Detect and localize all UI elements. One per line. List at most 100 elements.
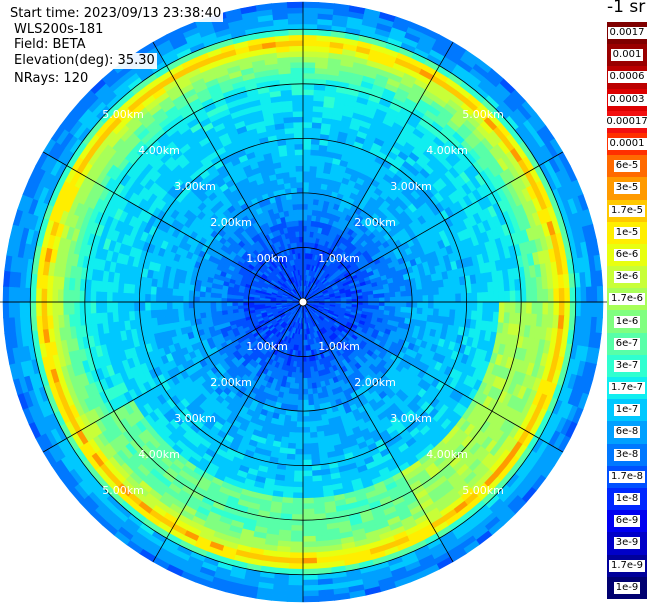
heatmap-cell <box>378 293 386 299</box>
heatmap-cell <box>580 301 587 318</box>
heatmap-cell <box>302 432 311 439</box>
heatmap-cell <box>302 127 313 134</box>
heatmap-cell <box>384 297 391 303</box>
heatmap-cell <box>509 290 517 303</box>
heatmap-cell <box>536 289 544 303</box>
heatmap-cell <box>51 288 59 303</box>
heatmap-cell <box>433 301 440 310</box>
heatmap-cell <box>188 295 195 303</box>
heatmap-cell <box>466 301 473 312</box>
heatmap-cell <box>388 287 396 294</box>
heatmap-cell <box>416 307 424 315</box>
heatmap-cell <box>394 291 402 298</box>
heatmap-cell <box>290 535 304 543</box>
heatmap-cell <box>306 366 311 374</box>
heatmap-cell <box>289 552 304 559</box>
heatmap-cell <box>286 595 304 603</box>
heatmap-cell <box>460 301 467 311</box>
heatmap-cell <box>79 301 86 315</box>
heatmap-cell <box>292 481 304 488</box>
heatmap-cell <box>422 307 429 316</box>
heatmap-cell <box>291 508 304 516</box>
heatmap-cell <box>389 296 397 303</box>
heatmap-cell <box>585 301 593 318</box>
heatmap-cell <box>40 287 48 303</box>
heatmap-cell <box>128 301 135 312</box>
heatmap-cell <box>312 398 320 406</box>
heatmap-cell <box>417 301 424 309</box>
heatmap-cell <box>177 295 184 303</box>
heatmap-cell <box>46 288 53 303</box>
heatmap-cell <box>542 288 549 303</box>
heatmap-cell <box>302 34 318 41</box>
heatmap-cell <box>378 301 386 307</box>
heatmap-cell <box>302 208 309 216</box>
heatmap-cell <box>231 297 238 303</box>
heatmap-cell <box>310 442 319 450</box>
heatmap-cell <box>302 394 309 401</box>
heatmap-cell <box>399 285 407 293</box>
heatmap-cell <box>438 294 446 303</box>
heatmap-cell <box>373 301 380 307</box>
heatmap-cell <box>144 293 151 303</box>
heatmap-cell <box>294 443 304 450</box>
heatmap-cell <box>302 519 316 526</box>
heatmap-cell <box>531 289 538 303</box>
heatmap-cell <box>306 383 313 390</box>
heatmap-cell <box>547 301 555 316</box>
heatmap-cell <box>406 295 413 303</box>
heatmap-cell <box>564 301 571 317</box>
heatmap-cell <box>493 301 500 313</box>
heatmap-cell <box>411 289 418 297</box>
heatmap-cell <box>295 432 304 439</box>
heatmap-cell <box>449 301 457 311</box>
heatmap-cell <box>569 287 577 303</box>
heatmap-cell <box>596 301 604 319</box>
heatmap-cell <box>302 94 315 101</box>
heatmap-cell <box>231 301 238 307</box>
heatmap-cell <box>389 301 397 308</box>
heatmap-cell <box>220 301 228 307</box>
heatmap-cell <box>596 285 604 303</box>
heatmap-cell <box>302 530 316 537</box>
heatmap-cell <box>35 301 42 317</box>
heatmap-cell <box>357 298 364 303</box>
heatmap-cell <box>302 110 314 118</box>
heatmap-cell <box>215 297 222 303</box>
heatmap-cell <box>117 291 124 303</box>
heatmap-cell <box>302 187 310 194</box>
heatmap-cell <box>411 295 418 303</box>
heatmap-cell <box>302 486 314 494</box>
heatmap-cell <box>296 405 304 412</box>
heatmap-cell <box>215 305 222 312</box>
heatmap-cell <box>302 552 317 559</box>
heatmap-cell <box>526 301 533 315</box>
heatmap-cell <box>460 293 467 303</box>
heatmap-cell <box>302 148 312 156</box>
heatmap-cell <box>302 230 308 237</box>
heatmap-cell <box>373 297 380 303</box>
heatmap-cell <box>284 469 295 477</box>
heatmap-cell <box>362 298 369 303</box>
heatmap-cell <box>291 514 304 521</box>
heatmap-cell <box>302 465 313 472</box>
heatmap-cell <box>302 7 319 14</box>
heatmap-cell <box>302 159 311 167</box>
heatmap-cell <box>367 294 375 299</box>
heatmap-cell <box>310 149 320 156</box>
heatmap-cell <box>160 301 168 310</box>
heatmap-cell <box>318 2 335 10</box>
heatmap-cell <box>302 88 315 96</box>
heatmap-cell <box>302 105 314 112</box>
heatmap-cell <box>302 356 307 363</box>
heatmap-cell <box>84 290 91 303</box>
heatmap-cell <box>139 301 146 311</box>
heatmap-cell <box>73 289 80 303</box>
heatmap-cell <box>433 294 440 303</box>
heatmap-cell <box>302 437 311 445</box>
heatmap-cell <box>310 448 320 455</box>
heatmap-cell <box>95 301 102 314</box>
heatmap-cell <box>302 192 310 199</box>
heatmap-cell <box>302 132 313 139</box>
heatmap-cell <box>310 143 320 151</box>
